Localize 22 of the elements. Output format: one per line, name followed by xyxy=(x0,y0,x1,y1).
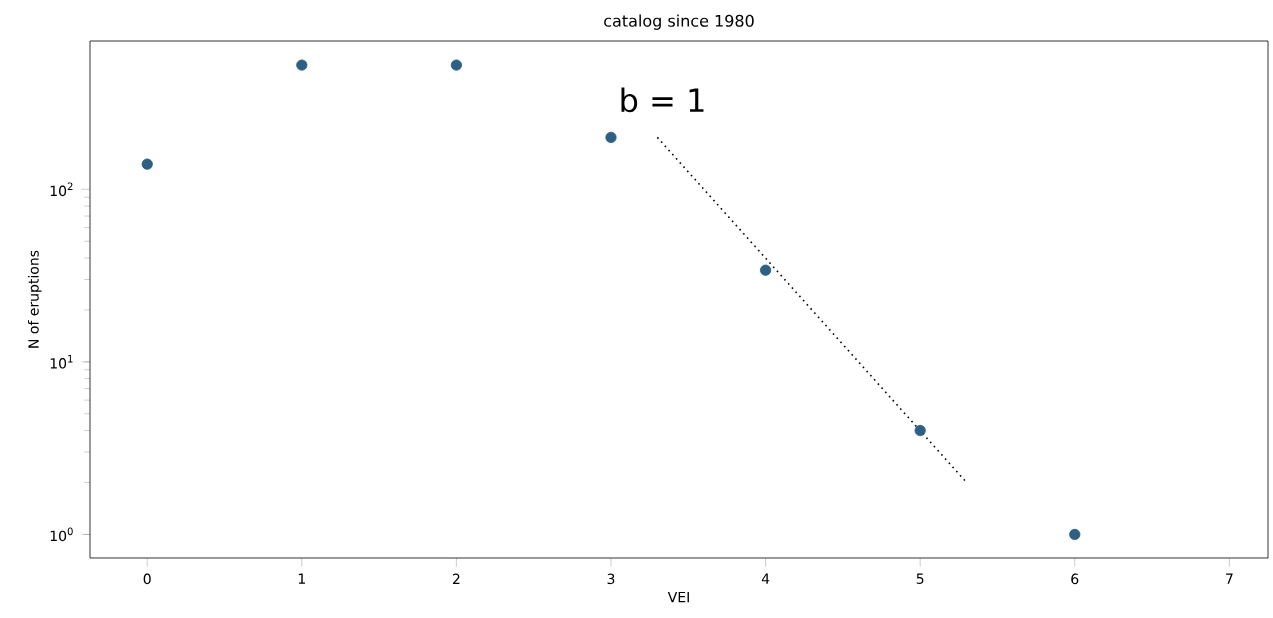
x-tick-label: 3 xyxy=(607,573,615,585)
point xyxy=(759,264,772,276)
point xyxy=(605,131,617,143)
x-tick-label: 1 xyxy=(298,573,305,584)
point xyxy=(450,59,462,71)
point xyxy=(914,424,926,437)
y-tick-label: 10$^{1}$ xyxy=(50,355,73,369)
annotation: b = 1 xyxy=(621,87,704,113)
x-tick-label: 5 xyxy=(916,573,924,584)
point xyxy=(1069,528,1081,541)
y-axis-title: N of eruptions xyxy=(27,250,42,348)
y-tick-label: 10$^{2}$ xyxy=(50,182,73,197)
point xyxy=(296,59,308,71)
x-tick-label: 2 xyxy=(452,573,460,584)
x-tick-label: 7 xyxy=(1226,573,1233,584)
x-axis-title: VEI xyxy=(667,591,689,603)
point xyxy=(141,158,153,170)
x-tick-label: 6 xyxy=(1071,573,1079,585)
y-tick-label: 10$^{0}$ xyxy=(50,527,73,542)
x-tick-label: 0 xyxy=(143,573,151,585)
x-tick-label: 4 xyxy=(761,573,770,584)
chart-title: catalog since 1980 xyxy=(604,14,754,30)
